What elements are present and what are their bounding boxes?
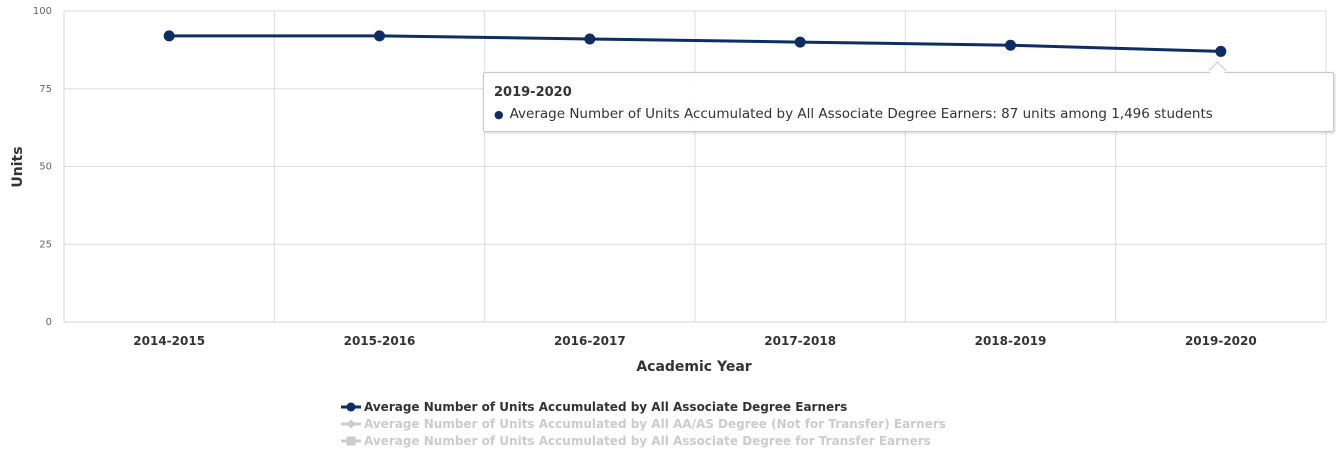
tooltip-series-dot-icon: ● (494, 108, 504, 121)
data-point[interactable] (1215, 45, 1227, 57)
tooltip: 2019-2020 ● Average Number of Units Accum… (483, 72, 1334, 132)
legend: Average Number of Units Accumulated by A… (340, 398, 946, 449)
series-line (167, 34, 1223, 53)
x-tick-label: 2016-2017 (554, 334, 626, 348)
x-tick-label: 2017-2018 (764, 334, 836, 348)
y-tick-label: 25 (39, 239, 52, 250)
data-point[interactable] (1005, 39, 1016, 51)
data-point[interactable] (584, 33, 596, 45)
tooltip-title: 2019-2020 (494, 85, 572, 100)
series-layer (163, 30, 1227, 57)
data-point[interactable] (794, 36, 806, 48)
legend-label: Average Number of Units Accumulated by A… (364, 433, 931, 448)
x-tick-label: 2015-2016 (344, 334, 416, 348)
grid-lines (63, 10, 1327, 323)
x-tick-label: 2019-2020 (1185, 334, 1257, 348)
legend-line-marker-icon (341, 419, 361, 428)
data-point[interactable] (374, 30, 385, 42)
y-axis-title: Units (10, 146, 26, 187)
legend-line-marker-icon (341, 402, 361, 411)
legend-label: Average Number of Units Accumulated by A… (364, 416, 946, 431)
y-tick-label: 50 (39, 162, 52, 173)
y-tick-label: 0 (46, 317, 52, 328)
legend-item-all-associate[interactable]: Average Number of Units Accumulated by A… (340, 398, 946, 415)
x-axis-ticks: 2014-2015 2015-2016 2016-2017 2017-2018 2018… (133, 334, 1256, 348)
y-tick-label: 75 (39, 84, 52, 95)
legend-item-aa-as-not-transfer[interactable]: Average Number of Units Accumulated by A… (340, 415, 946, 432)
legend-item-associate-transfer[interactable]: Average Number of Units Accumulated by A… (340, 432, 946, 449)
x-axis-title: Academic Year (636, 359, 751, 375)
tooltip-text: Average Number of Units Accumulated by A… (509, 106, 1213, 122)
legend-line-marker-icon (341, 436, 361, 445)
x-tick-label: 2018-2019 (975, 334, 1047, 348)
data-point[interactable] (163, 30, 175, 42)
x-tick-label: 2014-2015 (133, 334, 205, 348)
tooltip-line: ● Average Number of Units Accumulated by … (494, 106, 1213, 122)
legend-label: Average Number of Units Accumulated by A… (364, 399, 848, 414)
y-tick-label: 100 (33, 6, 52, 17)
y-axis-ticks: 0 25 50 75 100 (33, 6, 52, 328)
